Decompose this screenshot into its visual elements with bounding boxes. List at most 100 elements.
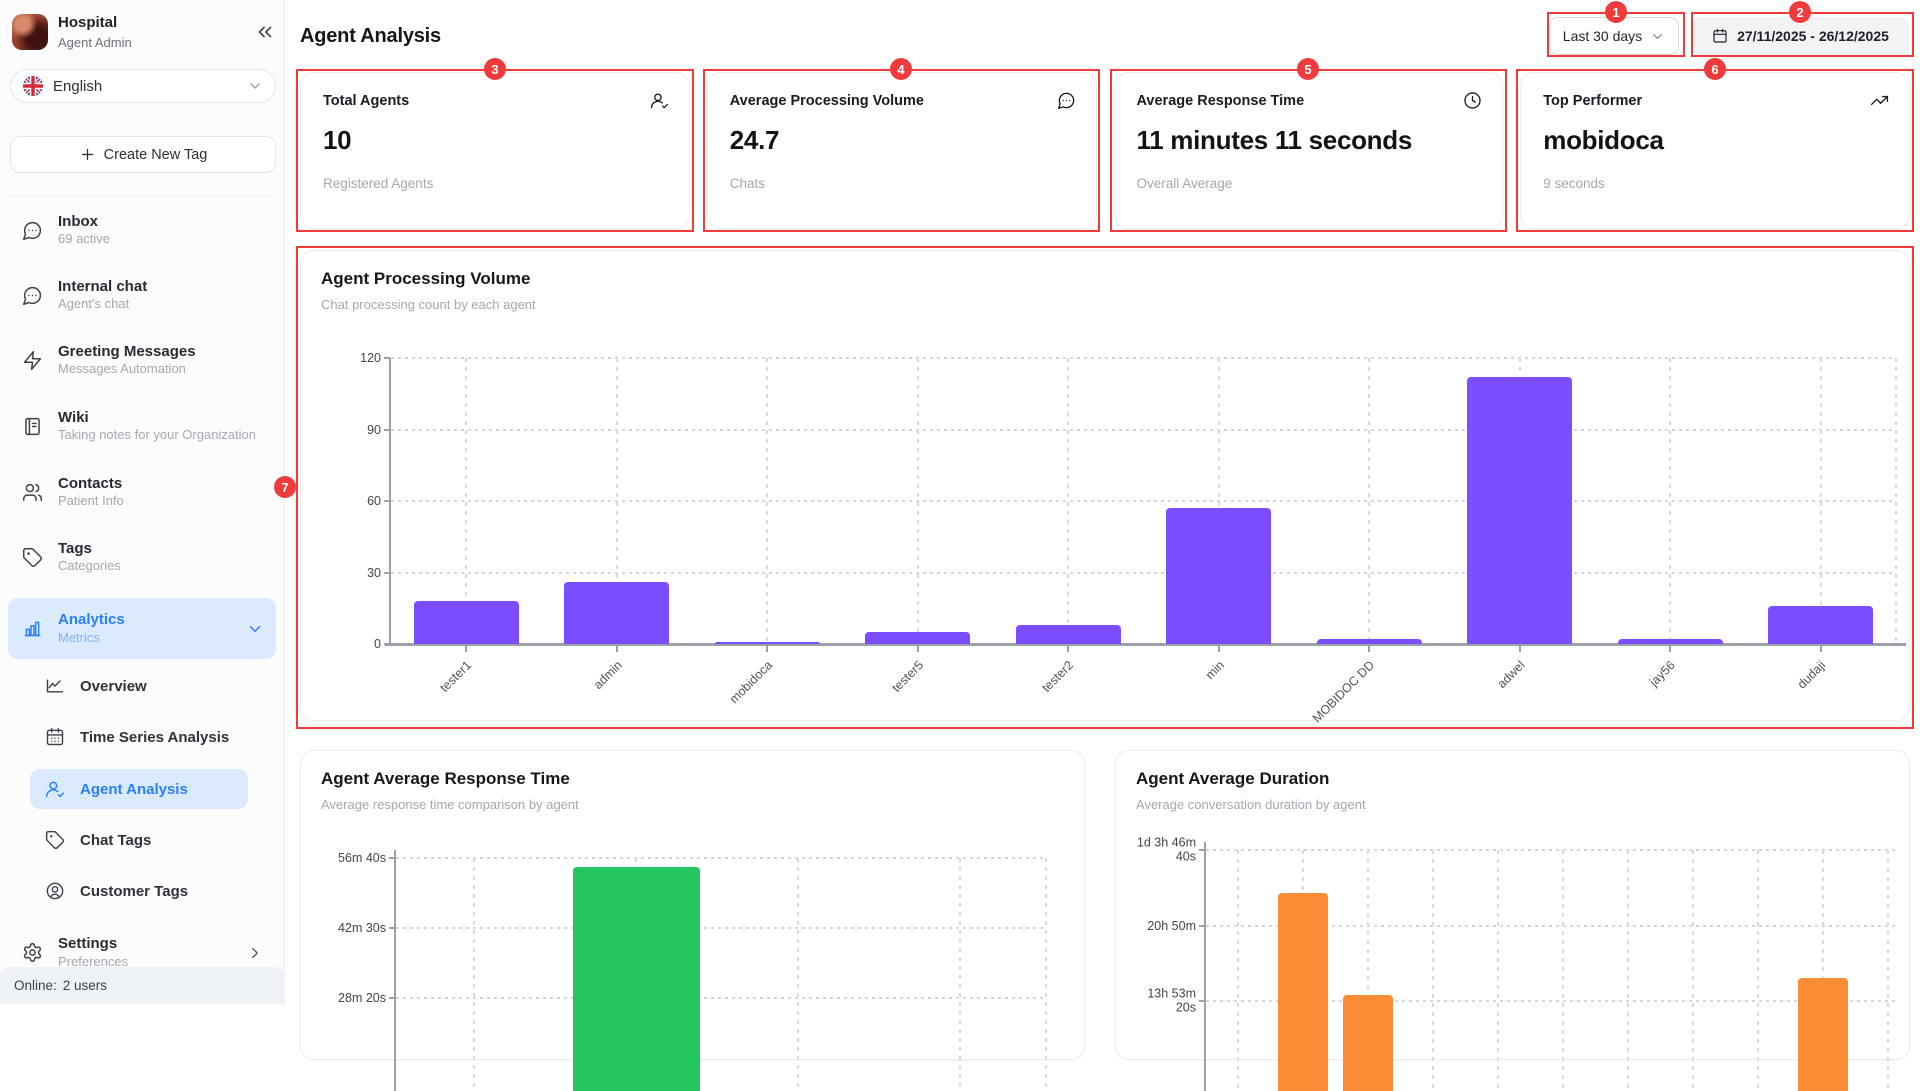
sidebar-item-wiki[interactable]: Wiki Taking notes for your Organization xyxy=(8,400,276,452)
y-axis-label: 1d 3h 46m 40s xyxy=(1136,835,1196,864)
bar[interactable] xyxy=(413,601,519,644)
sidebar-item-time-series-analysis[interactable]: Time Series Analysis xyxy=(30,717,248,757)
chevron-down-icon xyxy=(1650,29,1665,44)
stat-title: Average Processing Volume xyxy=(729,93,924,109)
y-axis-label: 60 xyxy=(367,493,381,508)
v-gridline xyxy=(1692,850,1694,1091)
stat-title: Top Performer xyxy=(1543,93,1643,109)
v-gridline xyxy=(1067,358,1070,644)
bar[interactable] xyxy=(1316,639,1422,644)
stat-value: mobidoca xyxy=(1543,125,1664,155)
stat-value: 10 xyxy=(323,125,352,155)
plus-icon xyxy=(81,148,93,161)
stat-card-top-performer: Top Performer mobidoca 9 seconds xyxy=(1520,72,1910,229)
bar[interactable] xyxy=(1617,639,1723,644)
stat-subtitle: Registered Agents xyxy=(323,176,434,191)
v-gridline xyxy=(1432,850,1434,1091)
bar[interactable] xyxy=(1798,978,1848,1091)
online-status-value: 2 users xyxy=(62,978,108,993)
h-gridline xyxy=(1206,1000,1896,1002)
y-axis-label: 42m 30s xyxy=(338,920,386,935)
online-status-label: Online: xyxy=(14,978,57,993)
sidebar-item-overview[interactable]: Overview xyxy=(30,666,248,706)
bar[interactable] xyxy=(865,632,971,644)
topbar: Agent Analysis Last 30 days 27/11/2025 -… xyxy=(300,14,1910,58)
h-gridline xyxy=(391,571,1896,574)
stat-title: Average Response Time xyxy=(1136,93,1305,109)
language-selector[interactable]: English xyxy=(10,69,276,103)
sidebar-item-greeting-messages[interactable]: Greeting Messages Messages Automation xyxy=(8,334,276,386)
x-tick xyxy=(1368,646,1371,652)
stat-subtitle: 9 seconds xyxy=(1543,176,1605,191)
x-tick xyxy=(1518,646,1521,652)
sidebar-item-inbox[interactable]: Inbox 69 active xyxy=(8,204,276,256)
bar[interactable] xyxy=(1343,994,1393,1091)
sidebar-item-tags[interactable]: Tags Categories xyxy=(8,531,276,583)
x-tick xyxy=(465,646,468,652)
users-icon xyxy=(20,482,44,503)
y-axis xyxy=(389,358,391,644)
y-tick xyxy=(384,500,390,502)
h-gridline xyxy=(1206,924,1896,927)
workspace-role: Agent Admin xyxy=(58,34,132,50)
chart-subtitle: Average conversation duration by agent xyxy=(1136,797,1366,812)
y-tick xyxy=(1199,1000,1205,1002)
bar[interactable] xyxy=(1278,892,1328,1091)
bar[interactable] xyxy=(572,867,700,1091)
v-gridline xyxy=(1819,358,1822,644)
date-range-button[interactable]: 27/11/2025 - 26/12/2025 xyxy=(1691,17,1910,55)
y-axis-label: 13h 53m 20s xyxy=(1147,986,1196,1015)
v-gridline xyxy=(1217,358,1220,644)
zap-icon xyxy=(20,350,44,371)
y-axis-label: 28m 20s xyxy=(338,990,386,1005)
sidebar-item-analytics[interactable]: Analytics Metrics xyxy=(8,598,276,659)
sidebar-item-sublabel: Agent's chat xyxy=(58,296,130,312)
stat-subtitle: Chats xyxy=(729,176,766,191)
message-circle-icon xyxy=(20,220,44,241)
bar[interactable] xyxy=(714,641,820,644)
stats-row: Total Agents 10 Registered Agents Averag… xyxy=(300,72,1910,229)
x-tick xyxy=(916,646,919,652)
bar[interactable] xyxy=(1015,624,1121,644)
sidebar: Hospital Agent Admin English Create New … xyxy=(0,0,285,1004)
bar[interactable] xyxy=(1166,508,1272,644)
sidebar-item-label: Chat Tags xyxy=(80,831,152,849)
sidebar-item-settings[interactable]: Settings Preferences xyxy=(8,925,276,980)
x-axis-label: tester2 xyxy=(1039,658,1077,695)
h-gridline xyxy=(391,357,1896,359)
stat-card-total-agents: Total Agents 10 Registered Agents xyxy=(300,72,690,229)
sidebar-item-agent-analysis[interactable]: Agent Analysis xyxy=(30,769,248,809)
sidebar-item-internal-chat[interactable]: Internal chat Agent's chat xyxy=(8,269,276,321)
x-tick xyxy=(1067,646,1070,652)
create-new-tag-button[interactable]: Create New Tag xyxy=(10,136,276,173)
bar[interactable] xyxy=(1768,605,1874,644)
x-axis-label: tester1 xyxy=(437,658,475,695)
x-tick xyxy=(766,646,769,652)
sidebar-item-label: Settings xyxy=(58,935,118,953)
chart-subtitle: Chat processing count by each agent xyxy=(321,297,536,312)
bar[interactable] xyxy=(564,582,670,644)
user-circle-icon xyxy=(44,881,66,901)
date-range-value: 27/11/2025 - 26/12/2025 xyxy=(1737,28,1889,44)
language-value: English xyxy=(53,77,103,95)
sidebar-item-chat-tags[interactable]: Chat Tags xyxy=(30,820,248,860)
v-gridline xyxy=(465,358,468,644)
stat-value: 11 minutes 11 seconds xyxy=(1136,125,1413,155)
tag-icon xyxy=(20,547,44,568)
bar[interactable] xyxy=(1467,377,1573,644)
sidebar-item-customer-tags[interactable]: Customer Tags xyxy=(30,871,248,911)
v-gridline xyxy=(1562,850,1564,1091)
sidebar-collapse-icon[interactable] xyxy=(254,21,276,43)
agent-average-response-time-plot: 56m 40s 42m 30s 28m 20s xyxy=(301,751,1084,1091)
v-gridline xyxy=(1237,850,1239,1091)
agent-average-response-time-card: Agent Average Response Time Average resp… xyxy=(300,750,1085,1091)
x-axis-label: MOBIDOC DD xyxy=(1309,658,1378,726)
online-status: Online: 2 users xyxy=(0,967,285,1004)
v-gridline xyxy=(1822,850,1824,1091)
sidebar-item-contacts[interactable]: Contacts Patient Info xyxy=(8,466,276,518)
user-check-icon xyxy=(650,91,669,110)
chart-title: Agent Average Duration xyxy=(1136,769,1330,788)
stat-card-average-response-time: Average Response Time 11 minutes 11 seco… xyxy=(1113,72,1504,229)
time-range-dropdown[interactable]: Last 30 days xyxy=(1549,17,1679,55)
message-dots-icon xyxy=(1057,91,1076,110)
